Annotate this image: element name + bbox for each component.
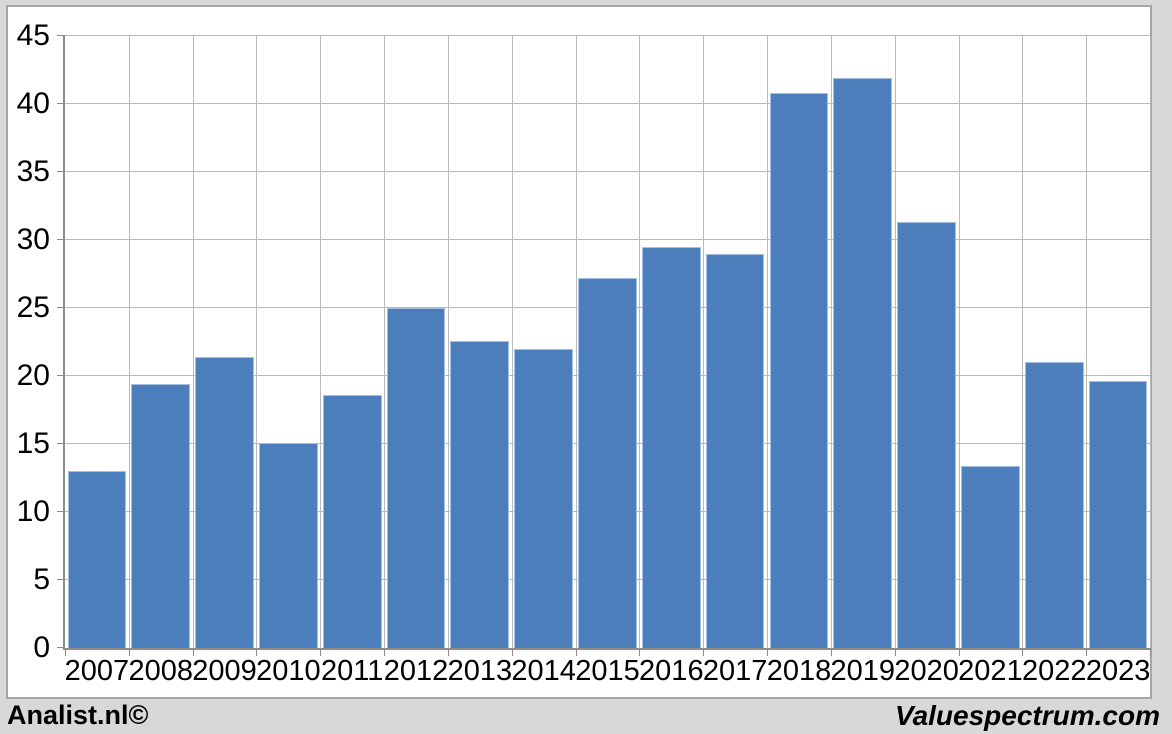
y-axis-tick-label: 20 [16,359,50,393]
vertical-gridline [894,36,896,648]
x-axis-label-2015: 2015 [575,655,640,687]
vertical-gridline [1150,36,1151,648]
x-axis-tick [128,648,130,656]
x-axis-label-2008: 2008 [128,655,193,687]
bar-2015 [578,278,637,648]
y-axis-tick-label: 5 [33,563,50,597]
y-axis-tick [57,647,65,648]
x-axis-label-2014: 2014 [511,655,576,687]
bar-2021 [961,465,1020,648]
x-axis-tick [767,648,769,656]
x-axis-tick [256,648,258,656]
x-axis-label-2019: 2019 [830,655,896,687]
vertical-gridline [1022,36,1024,648]
y-axis-tick [57,103,65,105]
y-axis-tick-label: 35 [16,155,50,188]
x-axis-label-2012: 2012 [383,655,449,687]
x-axis-label-2011: 2011 [321,655,384,687]
vertical-gridline [767,36,769,648]
y-axis-tick-label: 30 [16,223,50,256]
x-axis-label-2007: 2007 [64,655,130,687]
vertical-gridline [192,36,194,648]
y-axis-tick [57,511,65,513]
bar-2013 [450,340,510,648]
vertical-gridline [511,36,513,648]
bar-2023 [1088,381,1148,648]
y-axis-tick-label: 40 [16,87,50,121]
x-axis-label-2018: 2018 [766,655,832,687]
horizontal-gridline [65,171,1150,172]
x-axis-label-2023: 2023 [1085,655,1151,687]
vertical-gridline [320,36,322,648]
vertical-gridline [703,36,705,648]
horizontal-gridline [65,103,1150,105]
x-axis-tick [1150,648,1151,656]
x-axis-tick [830,648,832,656]
bar-2022 [1024,362,1084,648]
plot-area: 0 5 10 15 20 25 30 35 40 45 2007 2008 2009 2010 2011 20… [17,21,1151,686]
x-axis-label-2017: 2017 [702,655,768,687]
y-axis-tick-label: 25 [16,291,50,324]
y-axis-tick [57,579,65,581]
vertical-gridline [256,36,258,648]
y-axis-tick-label: 10 [16,495,50,529]
vertical-gridline [639,36,641,648]
x-axis-label-2016: 2016 [639,655,704,687]
vertical-gridline [447,36,449,648]
x-axis-tick [894,648,896,656]
x-axis-tick [575,648,577,656]
bar-2017 [705,253,765,648]
x-axis-tick [192,648,194,656]
bar-2019 [833,78,893,648]
bar-2008 [131,384,191,648]
x-axis-tick [320,648,322,656]
x-axis-tick [703,648,705,656]
x-axis-label-2020: 2020 [894,655,959,687]
bar-2020 [897,222,956,648]
x-axis-tick [958,648,960,656]
bar-2011 [322,395,382,648]
bar-2018 [769,93,829,648]
analist-credit: Analist.nl© [7,700,149,730]
vertical-gridline [1086,36,1088,648]
y-axis-tick [57,375,65,377]
bar-2016 [641,246,701,648]
vertical-gridline [830,36,832,648]
y-axis-tick [57,239,65,240]
bar-2012 [386,308,446,648]
bar-2014 [514,348,574,648]
horizontal-gridline [65,35,1150,36]
x-axis-label-2009: 2009 [192,655,257,687]
bar-2007 [67,471,127,648]
y-axis-tick-label: 45 [16,19,50,52]
y-axis-tick [57,171,65,172]
x-axis-tick [384,648,386,656]
x-axis-tick [1022,648,1024,656]
x-axis-tick [511,648,513,656]
chart-panel: 0 5 10 15 20 25 30 35 40 45 2007 2008 2009 2010 2011 20… [6,5,1152,699]
y-axis-tick [57,443,65,444]
horizontal-gridline [65,239,1150,240]
x-axis-tick [447,648,449,656]
bar-2009 [195,356,254,648]
vertical-gridline [958,36,960,648]
x-axis-label-2021: 2021 [958,655,1023,687]
y-axis-tick [57,307,65,308]
x-axis-tick [65,648,66,656]
y-axis-tick [57,35,65,36]
x-axis-tick [1086,648,1088,656]
y-axis-tick-label: 15 [16,427,50,460]
footer-bar: Analist.nl© Valuespectrum.com [0,699,1172,734]
x-axis-label-2010: 2010 [256,655,321,687]
y-axis-tick-label: 0 [33,631,50,664]
valuespectrum-credit: Valuespectrum.com [894,699,1160,731]
x-axis-label-2013: 2013 [447,655,513,687]
x-axis-tick [639,648,641,656]
bar-2010 [259,442,318,648]
x-axis-label-2022: 2022 [1021,655,1087,687]
vertical-gridline [128,36,130,648]
vertical-gridline [575,36,577,648]
vertical-gridline [384,36,386,648]
